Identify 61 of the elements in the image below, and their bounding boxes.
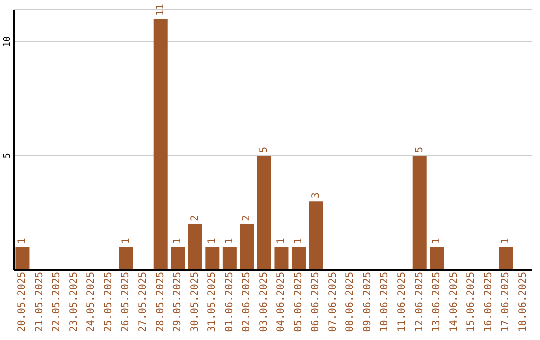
data-label: 1 xyxy=(276,238,288,244)
bar xyxy=(171,247,186,270)
bar xyxy=(412,156,427,270)
x-tick-label: 16.06.2025 xyxy=(483,272,494,332)
x-tick-label: 30.05.2025 xyxy=(190,272,201,332)
x-tick-label: 17.06.2025 xyxy=(500,272,512,332)
data-label: 1 xyxy=(500,238,512,244)
data-label: 5 xyxy=(414,146,426,153)
x-tick-label: 02.06.2025 xyxy=(242,272,253,332)
bar xyxy=(430,247,444,270)
data-label: 1 xyxy=(172,238,184,244)
bar xyxy=(274,247,289,270)
bar xyxy=(188,224,202,270)
x-tick-label: 12.06.2025 xyxy=(414,272,426,332)
x-tick-label: 04.06.2025 xyxy=(276,272,288,332)
data-label: 1 xyxy=(432,238,443,244)
x-tick-label: 21.05.2025 xyxy=(34,272,46,332)
x-tick-label: 14.06.2025 xyxy=(448,272,460,332)
x-tick-label: 18.06.2025 xyxy=(518,272,529,332)
x-tick-label: 15.06.2025 xyxy=(466,272,478,332)
x-tick-label: 29.05.2025 xyxy=(172,272,184,332)
x-tick-label: 03.06.2025 xyxy=(258,272,270,332)
bar xyxy=(257,156,272,270)
bar xyxy=(499,247,514,270)
x-tick-label: 27.05.2025 xyxy=(138,272,149,332)
bar xyxy=(240,224,254,270)
x-tick-label: 11.06.2025 xyxy=(397,272,408,332)
bar xyxy=(154,19,168,270)
x-tick-label: 13.06.2025 xyxy=(432,272,443,332)
data-label: 1 xyxy=(207,238,218,244)
x-tick-label: 20.05.2025 xyxy=(17,272,28,332)
y-tick-label: 10 xyxy=(3,36,13,48)
x-tick-label: 25.05.2025 xyxy=(103,272,114,332)
bar xyxy=(292,247,306,270)
data-label: 2 xyxy=(242,215,253,222)
data-label: 1 xyxy=(17,238,28,244)
x-tick-label: 31.05.2025 xyxy=(207,272,218,332)
data-label: 1 xyxy=(293,238,304,244)
bar xyxy=(309,202,324,270)
x-tick-label: 05.06.2025 xyxy=(293,272,304,332)
data-label: 11 xyxy=(155,4,166,16)
x-tick-label: 09.06.2025 xyxy=(362,272,374,332)
bar xyxy=(206,247,220,270)
x-tick-label: 28.05.2025 xyxy=(155,272,166,332)
bar xyxy=(119,247,134,270)
bar xyxy=(16,247,30,270)
x-tick-label: 22.05.2025 xyxy=(52,272,63,332)
x-tick-label: 26.05.2025 xyxy=(120,272,132,332)
data-label: 5 xyxy=(258,146,270,153)
x-tick-label: 07.06.2025 xyxy=(328,272,339,332)
x-tick-label: 23.05.2025 xyxy=(68,272,80,332)
data-label: 1 xyxy=(120,238,132,244)
bar xyxy=(222,247,237,270)
data-label: 2 xyxy=(190,215,201,222)
data-label: 1 xyxy=(224,238,236,244)
x-tick-label: 01.06.2025 xyxy=(224,272,236,332)
data-label: 3 xyxy=(310,192,322,199)
x-tick-label: 10.06.2025 xyxy=(380,272,391,332)
x-tick-label: 24.05.2025 xyxy=(86,272,98,332)
x-tick-label: 06.06.2025 xyxy=(310,272,322,332)
x-tick-label: 08.06.2025 xyxy=(345,272,356,332)
